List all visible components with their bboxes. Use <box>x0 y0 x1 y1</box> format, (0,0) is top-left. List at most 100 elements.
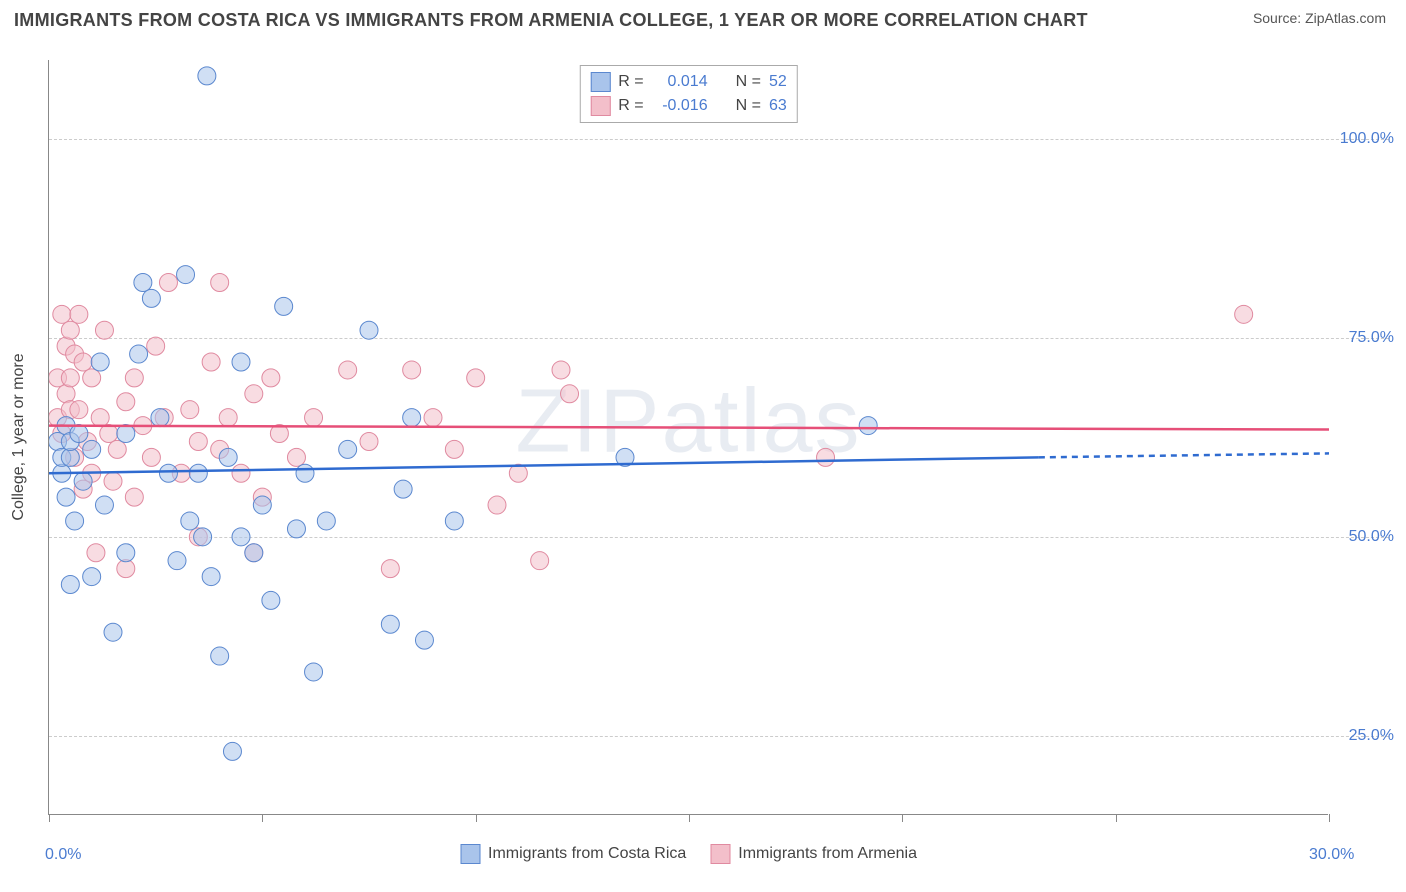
scatter-point <box>211 647 229 665</box>
scatter-point <box>223 742 241 760</box>
scatter-point <box>245 385 263 403</box>
scatter-point <box>424 409 442 427</box>
scatter-point <box>61 576 79 594</box>
scatter-point <box>360 321 378 339</box>
scatter-point <box>339 440 357 458</box>
scatter-point <box>74 353 92 371</box>
scatter-point <box>159 274 177 292</box>
scatter-point <box>108 440 126 458</box>
chart-container: College, 1 year or more ZIPatlas 25.0%50… <box>48 60 1328 815</box>
scatter-point <box>198 67 216 85</box>
scatter-point <box>61 369 79 387</box>
legend-label-armenia: Immigrants from Armenia <box>738 845 917 863</box>
scatter-point <box>142 448 160 466</box>
y-tick-label: 100.0% <box>1340 130 1394 148</box>
scatter-point <box>189 432 207 450</box>
scatter-point <box>287 448 305 466</box>
x-tick <box>1329 814 1330 822</box>
scatter-point <box>262 591 280 609</box>
x-tick-label-max: 30.0% <box>1309 846 1354 864</box>
scatter-point <box>83 440 101 458</box>
scatter-point <box>317 512 335 530</box>
scatter-point <box>305 663 323 681</box>
scatter-point <box>262 369 280 387</box>
scatter-point <box>117 393 135 411</box>
scatter-point <box>57 488 75 506</box>
y-tick-label: 25.0% <box>1349 727 1394 745</box>
scatter-point <box>125 369 143 387</box>
scatter-point <box>296 464 314 482</box>
scatter-point <box>189 464 207 482</box>
scatter-point <box>70 401 88 419</box>
scatter-point <box>95 321 113 339</box>
scatter-point <box>95 496 113 514</box>
scatter-point <box>275 297 293 315</box>
swatch-armenia <box>590 96 610 116</box>
scatter-point <box>232 353 250 371</box>
scatter-point <box>467 369 485 387</box>
chart-title: IMMIGRANTS FROM COSTA RICA VS IMMIGRANTS… <box>14 10 1088 31</box>
n-value-costa-rica: 52 <box>769 73 787 91</box>
scatter-point <box>253 496 271 514</box>
scatter-point <box>83 369 101 387</box>
scatter-point <box>91 353 109 371</box>
regression-line <box>1039 453 1329 457</box>
scatter-point <box>360 432 378 450</box>
legend-item-armenia: Immigrants from Armenia <box>710 844 917 864</box>
scatter-point <box>168 552 186 570</box>
scatter-point <box>91 409 109 427</box>
scatter-point <box>61 448 79 466</box>
regression-line <box>49 426 1329 430</box>
scatter-point <box>394 480 412 498</box>
scatter-point <box>104 472 122 490</box>
y-tick-label: 75.0% <box>1349 329 1394 347</box>
scatter-point <box>181 512 199 530</box>
scatter-point <box>142 289 160 307</box>
source-attribution: Source: ZipAtlas.com <box>1253 10 1386 26</box>
correlation-legend-box: R = 0.014 N = 52 R = -0.016 N = 63 <box>579 65 797 123</box>
swatch-armenia <box>710 844 730 864</box>
y-tick-label: 50.0% <box>1349 528 1394 546</box>
scatter-point <box>147 337 165 355</box>
legend-row-armenia: R = -0.016 N = 63 <box>590 94 786 118</box>
scatter-point <box>177 266 195 284</box>
scatter-point <box>202 568 220 586</box>
scatter-point <box>70 425 88 443</box>
scatter-point <box>87 544 105 562</box>
y-axis-label: College, 1 year or more <box>10 353 28 520</box>
scatter-point <box>403 409 421 427</box>
scatter-point <box>531 552 549 570</box>
legend-item-costa-rica: Immigrants from Costa Rica <box>460 844 686 864</box>
scatter-point <box>817 448 835 466</box>
x-tick <box>262 814 263 822</box>
scatter-point <box>125 488 143 506</box>
x-tick <box>902 814 903 822</box>
swatch-costa-rica <box>590 72 610 92</box>
scatter-point <box>57 385 75 403</box>
r-label: R = <box>618 97 643 115</box>
scatter-point <box>415 631 433 649</box>
scatter-point <box>552 361 570 379</box>
scatter-point <box>211 274 229 292</box>
scatter-point <box>1235 305 1253 323</box>
r-value-armenia: -0.016 <box>652 97 708 115</box>
scatter-point <box>488 496 506 514</box>
scatter-point <box>74 472 92 490</box>
swatch-costa-rica <box>460 844 480 864</box>
scatter-point <box>181 401 199 419</box>
series-legend: Immigrants from Costa Rica Immigrants fr… <box>460 844 917 864</box>
scatter-point <box>219 448 237 466</box>
n-value-armenia: 63 <box>769 97 787 115</box>
r-value-costa-rica: 0.014 <box>652 73 708 91</box>
x-tick <box>49 814 50 822</box>
scatter-point <box>381 615 399 633</box>
legend-label-costa-rica: Immigrants from Costa Rica <box>488 845 686 863</box>
legend-row-costa-rica: R = 0.014 N = 52 <box>590 70 786 94</box>
scatter-point <box>219 409 237 427</box>
scatter-point <box>287 520 305 538</box>
scatter-point <box>117 560 135 578</box>
x-tick <box>1116 814 1117 822</box>
scatter-point <box>61 321 79 339</box>
scatter-point <box>202 353 220 371</box>
scatter-point <box>194 528 212 546</box>
